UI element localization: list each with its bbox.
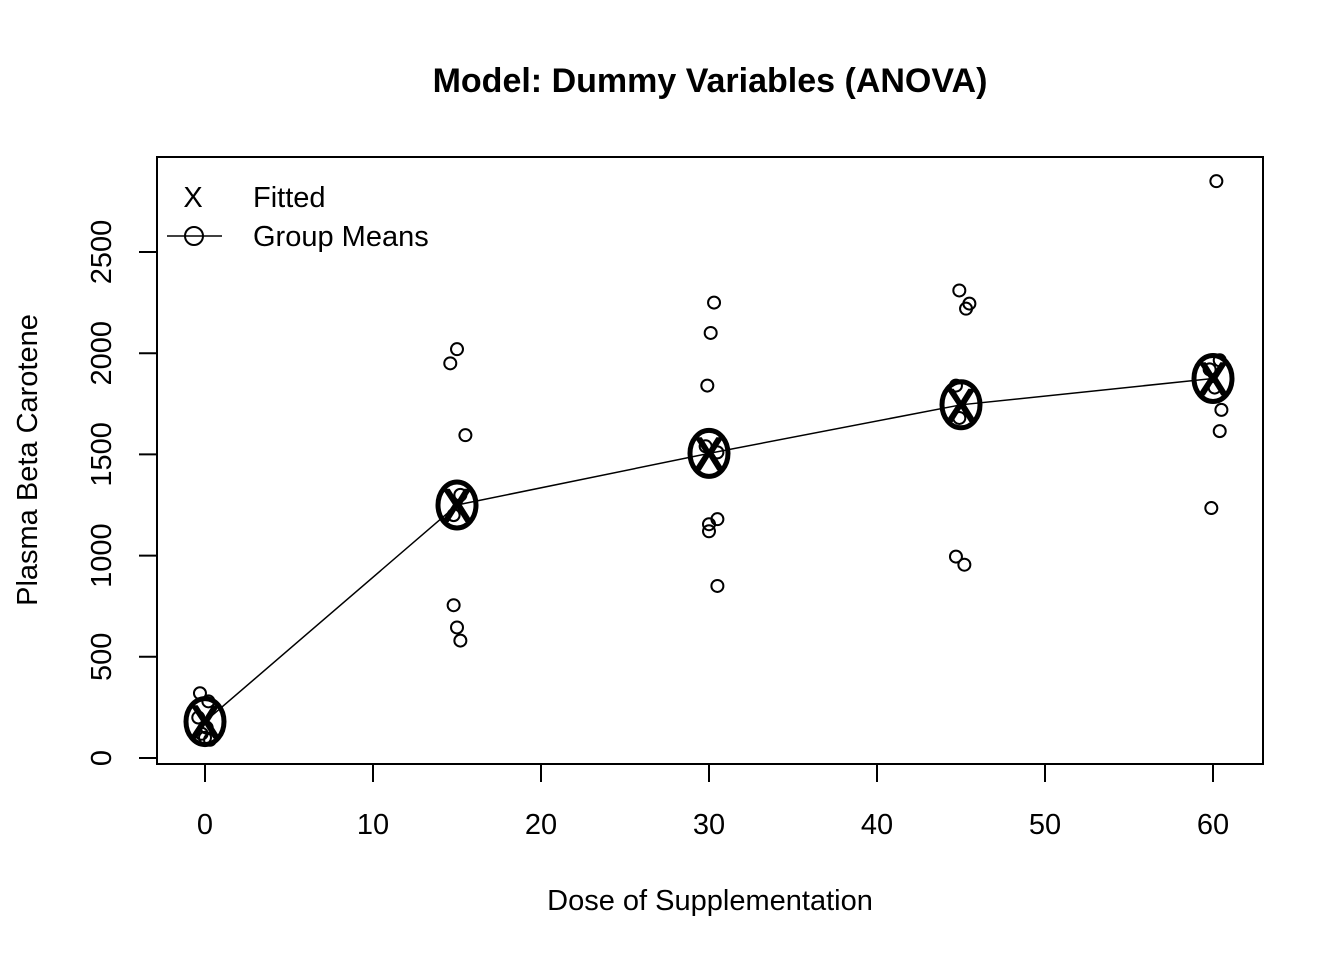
x-axis: 0 10 20 30 40 50 60 bbox=[197, 763, 1229, 841]
data-point bbox=[453, 633, 468, 648]
data-point bbox=[948, 549, 963, 564]
data-point bbox=[700, 378, 715, 393]
data-point bbox=[957, 557, 972, 572]
data-point bbox=[703, 325, 718, 340]
fitted-series: X X X X X bbox=[189, 354, 1229, 750]
y-tick-label: 1000 bbox=[86, 523, 118, 588]
data-point bbox=[1204, 501, 1219, 516]
data-point bbox=[952, 410, 967, 425]
y-axis: 0 500 1000 1500 2000 2500 bbox=[86, 220, 158, 766]
legend-fitted-label: Fitted bbox=[253, 182, 326, 214]
data-point bbox=[707, 295, 722, 310]
group-mean-marker bbox=[183, 696, 227, 748]
legend-means-label: Group Means bbox=[253, 221, 429, 253]
data-point bbox=[1214, 402, 1229, 417]
data-point bbox=[1207, 380, 1222, 395]
fitted-marker: X bbox=[189, 697, 221, 750]
x-tick-label: 30 bbox=[693, 809, 725, 841]
data-point bbox=[1209, 174, 1224, 189]
group-means-series bbox=[183, 353, 1235, 748]
data-point bbox=[443, 356, 458, 371]
x-tick-label: 60 bbox=[1197, 809, 1229, 841]
data-point bbox=[446, 598, 461, 613]
x-tick-label: 40 bbox=[861, 809, 893, 841]
x-axis-label: Dose of Supplementation bbox=[547, 885, 873, 917]
group-means-line bbox=[204, 377, 1214, 723]
fitted-marker: X bbox=[441, 480, 473, 533]
data-point bbox=[191, 710, 206, 725]
data-point bbox=[959, 301, 974, 316]
data-point bbox=[450, 620, 464, 635]
legend-means-circle bbox=[184, 226, 204, 246]
y-tick-label: 1500 bbox=[86, 422, 118, 487]
data-point bbox=[450, 342, 464, 357]
data-point bbox=[952, 283, 967, 298]
chart-title: Model: Dummy Variables (ANOVA) bbox=[433, 62, 988, 100]
legend: X Fitted Group Means bbox=[167, 182, 429, 253]
fitted-marker: X bbox=[1197, 354, 1229, 407]
data-point bbox=[446, 508, 461, 523]
y-tick-label: 2500 bbox=[86, 220, 118, 285]
data-point bbox=[698, 439, 713, 454]
data-point bbox=[453, 487, 468, 502]
y-tick-label: 500 bbox=[86, 633, 118, 681]
x-tick-label: 20 bbox=[525, 809, 557, 841]
fitted-marker: X bbox=[945, 380, 977, 433]
data-point bbox=[702, 517, 716, 532]
data-point bbox=[1202, 362, 1217, 377]
y-axis-label: Plasma Beta Carotene bbox=[12, 314, 44, 606]
group-mean-marker bbox=[435, 479, 479, 531]
y-tick-label: 0 bbox=[86, 750, 118, 766]
group-mean-marker bbox=[1191, 353, 1235, 404]
legend-fitted-symbol: X bbox=[183, 182, 202, 214]
x-tick-label: 0 bbox=[197, 809, 213, 841]
group-mean-marker bbox=[687, 427, 731, 479]
fitted-marker: X bbox=[693, 428, 725, 481]
data-point bbox=[702, 524, 716, 539]
group-mean-marker bbox=[939, 379, 983, 431]
x-tick-label: 10 bbox=[357, 809, 389, 841]
x-tick-label: 50 bbox=[1029, 809, 1061, 841]
y-tick-label: 2000 bbox=[86, 321, 118, 386]
data-point bbox=[458, 428, 473, 443]
data-point bbox=[1212, 424, 1227, 439]
data-point bbox=[710, 578, 725, 593]
